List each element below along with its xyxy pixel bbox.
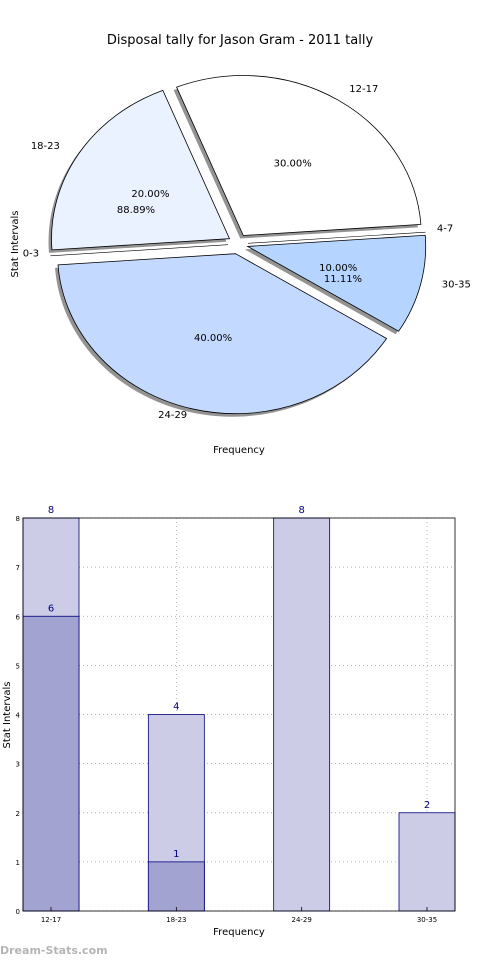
pie-chart: 12-17 30.00% 4-7 30-35 10.00% 24-29 40.00% 0-3 1… [23,75,471,421]
bar-chart: 0 1 2 3 4 5 6 7 8 8 4 8 2 6 1 12-17 18-23 24-29 30-35 [16,505,456,924]
bar-y-tick-label: 3 [16,761,20,769]
bar-value-label: 1 [173,849,179,860]
bar-value-label: 4 [173,702,179,713]
pie-label-12-17: 12-17 [349,84,378,95]
bar-x-tick-label: 18-23 [166,916,186,924]
bar-y-tick-label: 6 [16,613,21,621]
bar-y-tick-label: 0 [16,908,20,916]
pie-inner-pct-0-3: 88.89% [117,205,155,216]
pie-pct-30-35: 10.00% [319,263,357,274]
pie-label-0-3: 0-3 [23,248,39,259]
bar-plot-frame [22,517,456,912]
bar-y-tick-label: 5 [16,662,20,670]
pie-label-18-23: 18-23 [31,141,60,152]
bar-24-29-series-0 [273,517,331,912]
pie-slice-24-29 [57,253,388,415]
pie-x-axis-label: Frequency [213,445,265,456]
bar-x-tick-label: 24-29 [291,916,311,924]
bar-y-tick-label: 8 [16,515,20,523]
bar-value-label: 8 [48,505,54,516]
pie-inner-pct-4-7: 11.11% [324,274,362,285]
pie-title: Disposal tally for Jason Gram - 2011 tal… [107,33,374,48]
bar-30-35-series-0 [398,812,456,912]
pie-slice-30-35 [246,234,427,332]
bar-x-axis-label: Frequency [213,927,265,938]
bar-y-tick-label: 4 [16,712,21,720]
pie-label-30-35: 30-35 [442,279,471,290]
pie-pct-18-23: 20.00% [131,189,169,200]
bar-y-axis-label: Stat Intervals [2,681,13,748]
pie-label-24-29: 24-29 [158,410,187,421]
watermark: Dream-Stats.com [0,944,108,957]
bar-18-23-series-1 [147,861,205,912]
pie-slice-18-23 [51,89,231,251]
bar-value-label: 2 [424,800,430,811]
pie-pct-24-29: 40.00% [194,333,232,344]
bar-x-tick-label: 30-35 [417,916,437,924]
pie-label-4-7: 4-7 [437,224,453,235]
bar-y-tick-label: 7 [16,564,20,572]
bar-value-label: 6 [48,603,54,614]
pie-slice-12-17 [176,75,422,236]
pie-pct-12-17: 30.00% [274,159,312,170]
bar-y-tick-label: 1 [16,859,20,867]
pie-slice-0-3 [50,244,229,257]
bar-12-17-series-1 [22,615,80,912]
pie-y-axis-label: Stat Intervals [10,210,21,277]
pie-slice-4-7 [247,231,426,244]
bar-value-label: 8 [298,505,304,516]
bar-x-tick-label: 12-17 [41,916,61,924]
bar-y-tick-label: 2 [16,810,20,818]
